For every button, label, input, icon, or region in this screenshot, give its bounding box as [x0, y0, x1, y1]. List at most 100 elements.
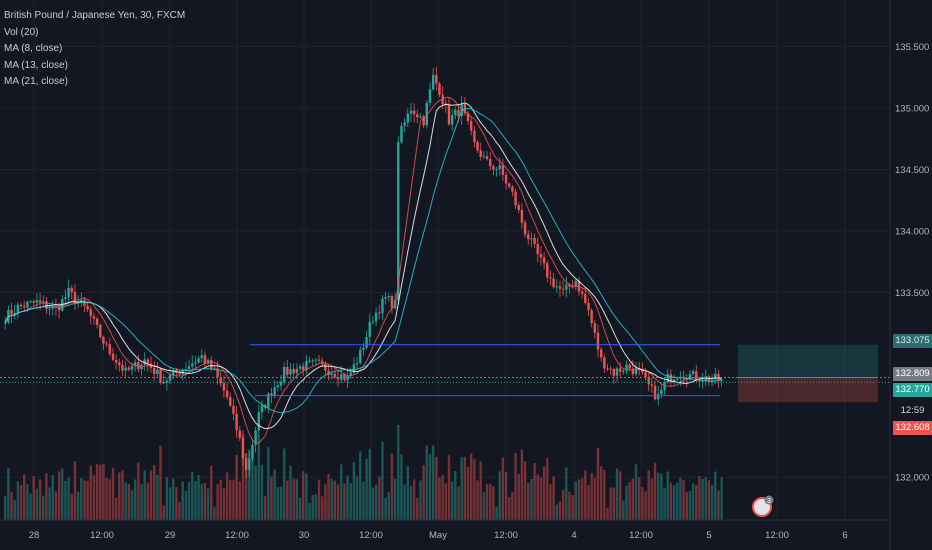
volume-bar: [238, 481, 241, 520]
time-tick-label: 12:00: [225, 530, 249, 541]
volume-bar: [162, 505, 165, 520]
candle-body: [159, 369, 162, 383]
candle-body: [618, 368, 622, 372]
volume-bar: [660, 473, 663, 520]
volume-bar: [561, 489, 565, 520]
candle-body: [222, 383, 226, 391]
volume-bar: [10, 491, 13, 520]
volume-bar: [45, 473, 48, 520]
candle-body: [64, 297, 67, 300]
candle-body: [102, 336, 105, 344]
volume-bar: [232, 479, 235, 520]
price-axis[interactable]: 135.500 135.000 134.500 134.000 133.500 132.0…: [895, 42, 929, 484]
volume-bar: [606, 507, 609, 520]
candle-body: [359, 349, 362, 364]
volume-bar: [393, 478, 397, 520]
candle-body: [457, 109, 460, 117]
time-tick-label: 29: [165, 530, 176, 541]
candle-body: [314, 359, 318, 361]
candle-body: [336, 377, 340, 380]
candle-body: [292, 368, 295, 374]
candle-body: [644, 372, 647, 378]
volume-bar: [603, 469, 606, 520]
candle-body: [172, 370, 175, 376]
volume-bar: [650, 478, 654, 520]
volume-bar: [710, 484, 714, 520]
volume-bar: [127, 483, 131, 520]
volume-bar: [301, 471, 305, 520]
volume-bar: [336, 484, 340, 520]
bar-countdown-tag: 12:59: [893, 404, 932, 418]
volume-bar: [257, 435, 260, 520]
entry-price-tag: 132.809: [893, 367, 932, 381]
time-tick-label: 4: [571, 530, 576, 541]
candle-body: [127, 367, 131, 370]
indicator-volume[interactable]: Vol (20): [4, 26, 39, 38]
volume-bar: [609, 487, 612, 520]
time-tick-label: May: [429, 530, 447, 541]
candle-body: [568, 284, 571, 287]
long-position-tool[interactable]: [738, 344, 878, 403]
volume-bar: [105, 478, 108, 520]
candle-body: [622, 370, 625, 372]
candle-body: [625, 364, 628, 371]
indicator-ma13[interactable]: MA (13, close): [4, 59, 68, 71]
volume-bar: [216, 484, 219, 520]
volume-bar: [203, 482, 207, 520]
volume-bar: [349, 483, 352, 520]
volume-bar: [181, 481, 184, 520]
volume-bar: [685, 492, 688, 520]
volume-bar: [270, 476, 273, 520]
candle-body: [469, 120, 473, 131]
volume-bar: [26, 484, 29, 520]
volume-bar: [140, 484, 143, 520]
volume-bar: [368, 448, 371, 520]
candle-body: [577, 280, 581, 292]
time-axis[interactable]: 28 12:00 29 12:00 30 12:00 May 12:00 4 12:00 5 12:0…: [29, 530, 848, 541]
volume-bar: [165, 477, 169, 520]
symbol-title[interactable]: British Pound / Japanese Yen, 30, FXCM: [4, 10, 186, 21]
volume-bar: [381, 441, 384, 520]
candle-body: [542, 257, 546, 264]
volume-bar: [450, 481, 454, 520]
volume-bar: [108, 479, 112, 520]
volume-bar: [460, 457, 463, 520]
volume-bar: [714, 471, 717, 520]
volume-bar: [688, 490, 692, 520]
volume-bar: [498, 471, 501, 520]
volume-bar: [679, 477, 682, 520]
volume-bar: [57, 471, 61, 520]
candle-body: [273, 387, 276, 396]
volume-bar: [200, 483, 203, 520]
candle-body: [333, 373, 337, 378]
news-icon[interactable]: 3: [752, 495, 774, 517]
volume-bar: [412, 479, 416, 520]
candle-body: [511, 186, 514, 192]
volume-bar: [327, 474, 330, 520]
volume-bar: [638, 477, 641, 520]
volume-bar: [599, 466, 603, 520]
candle-body: [248, 458, 251, 470]
candle-body: [422, 116, 425, 126]
volume-bar: [657, 472, 660, 520]
candle-body: [580, 291, 584, 294]
volume-bar: [263, 496, 267, 520]
candle-body: [118, 362, 121, 366]
candle-body: [108, 344, 112, 354]
indicator-ma21[interactable]: MA (21, close): [4, 76, 68, 87]
candle-body: [374, 312, 378, 322]
candle-body: [86, 305, 89, 310]
candle-body: [95, 318, 99, 325]
volume-bar: [672, 485, 676, 520]
price-tick-label: 134.000: [895, 227, 929, 238]
volume-bar: [549, 484, 552, 520]
volume-bar: [38, 479, 42, 520]
volume-bar: [533, 463, 536, 520]
volume-bar: [197, 475, 200, 520]
candle-body: [191, 363, 194, 367]
volume-bar: [7, 468, 10, 520]
volume-bar: [260, 464, 264, 520]
indicator-ma8[interactable]: MA (8, close): [4, 43, 63, 54]
volume-bar: [362, 481, 365, 520]
